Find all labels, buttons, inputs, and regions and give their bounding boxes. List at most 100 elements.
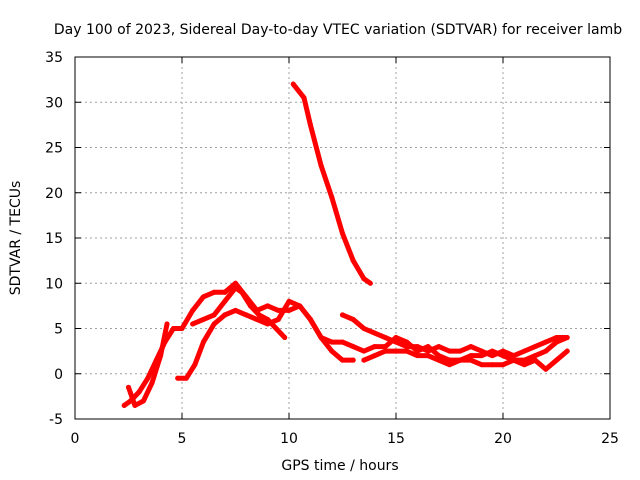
y-tick-label: -5 <box>49 412 63 428</box>
data-point <box>382 344 388 350</box>
data-point <box>190 321 196 327</box>
data-point <box>361 357 367 363</box>
data-point <box>489 362 495 368</box>
data-point <box>562 335 568 341</box>
data-point <box>543 339 549 345</box>
data-point <box>404 339 410 345</box>
data-point <box>372 344 378 350</box>
data-point <box>414 348 420 354</box>
chart-title: Day 100 of 2023, Sidereal Day-to-day VTE… <box>54 22 622 38</box>
data-point <box>307 316 313 322</box>
y-tick-label: 5 <box>54 322 63 338</box>
data-point <box>286 298 292 304</box>
data-point <box>447 362 452 368</box>
data-point <box>329 194 335 200</box>
data-point <box>282 335 288 341</box>
data-point <box>307 122 313 128</box>
data-point <box>521 357 527 363</box>
data-point <box>340 357 345 363</box>
data-point <box>183 375 189 381</box>
data-point <box>457 348 463 354</box>
data-point <box>521 348 527 354</box>
data-point <box>239 289 245 295</box>
data-point <box>170 326 176 331</box>
data-point <box>222 312 228 318</box>
data-point <box>211 312 217 318</box>
data-point <box>372 330 378 336</box>
series-track-b <box>121 280 356 408</box>
data-point <box>192 362 198 368</box>
data-point <box>468 353 474 359</box>
data-point <box>425 353 431 359</box>
x-tick-label: 0 <box>71 431 80 447</box>
data-point <box>414 344 420 350</box>
data-point <box>340 339 345 345</box>
data-point <box>457 357 463 363</box>
data-point <box>158 353 164 359</box>
data-point <box>211 321 217 327</box>
data-point <box>564 348 570 354</box>
data-point <box>318 163 324 169</box>
data-point <box>489 348 495 354</box>
data-point <box>340 230 345 236</box>
data-point <box>149 380 155 386</box>
data-point <box>275 307 281 313</box>
y-axis-label: SDTVAR / TECUs <box>8 181 24 296</box>
y-tick-label: 30 <box>45 95 63 111</box>
data-point <box>243 312 249 318</box>
data-point <box>254 316 260 322</box>
data-point <box>301 95 307 101</box>
data-series <box>121 81 570 408</box>
data-point <box>447 348 452 354</box>
data-point <box>297 303 303 309</box>
data-point <box>329 348 335 354</box>
data-point <box>532 353 538 359</box>
x-tick-label: 15 <box>387 431 405 447</box>
series-track-f <box>340 312 568 359</box>
data-point <box>350 316 356 322</box>
data-point <box>425 348 431 354</box>
data-point <box>140 398 146 404</box>
data-point <box>436 344 442 350</box>
data-point <box>361 326 367 331</box>
data-point <box>447 357 452 363</box>
data-point <box>511 353 517 359</box>
data-point <box>247 303 253 309</box>
series-track-c <box>126 321 170 408</box>
data-point <box>132 402 138 408</box>
data-point <box>414 353 420 359</box>
data-point <box>179 326 185 331</box>
data-point <box>350 344 356 350</box>
y-tick-label: 10 <box>45 276 63 292</box>
data-point <box>511 357 517 363</box>
data-point <box>164 321 170 327</box>
data-point <box>222 298 228 304</box>
data-point <box>543 348 549 354</box>
data-point <box>554 357 559 363</box>
data-point <box>233 307 238 313</box>
data-point <box>286 307 292 313</box>
data-point <box>468 344 474 350</box>
data-point <box>361 276 367 282</box>
data-point <box>500 353 506 359</box>
data-point <box>367 280 373 286</box>
data-point <box>554 335 559 341</box>
data-point <box>256 312 262 318</box>
data-point <box>393 348 399 354</box>
data-point <box>121 402 127 408</box>
data-point <box>543 366 549 372</box>
data-point <box>145 375 151 381</box>
y-tick-label: 15 <box>45 231 63 247</box>
data-point <box>273 326 279 331</box>
x-axis-label: GPS time / hours <box>281 458 398 474</box>
data-point <box>404 348 410 354</box>
data-point <box>372 353 378 359</box>
data-point <box>532 344 538 350</box>
data-point <box>211 289 217 295</box>
data-point <box>479 348 485 354</box>
data-point <box>500 362 506 368</box>
x-tick-label: 10 <box>280 431 298 447</box>
data-point <box>265 316 271 322</box>
data-point <box>554 339 559 345</box>
